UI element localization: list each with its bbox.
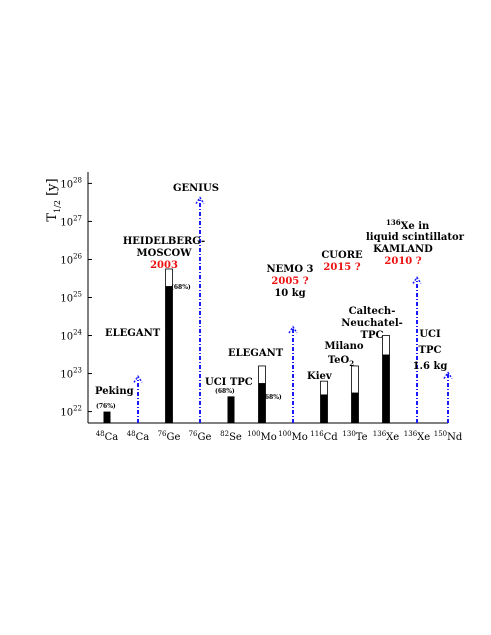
liquid-scintillator-label: liquid scintillator: [366, 232, 465, 243]
uci-tpc-se-label: UCI TPC: [205, 377, 253, 388]
x-tick-label: 100Mo: [247, 430, 277, 443]
teo2-label: TeO2: [328, 355, 354, 368]
ge-cl: (68%): [171, 284, 191, 291]
bar-measured: [320, 394, 328, 423]
y-ticks: 1022 1023 1024 1025 1026 1027 1028: [60, 176, 92, 419]
xe-in-label: 136Xe in: [386, 218, 430, 232]
bar-measured: [103, 411, 111, 423]
kiev-label: Kiev: [307, 371, 333, 382]
annotations: Peking (76%) ELEGANT GENIUS HEIDELBERG- …: [95, 183, 465, 410]
y-tick-label: 1023: [60, 367, 82, 381]
y-tick-label: 1028: [60, 176, 82, 190]
elegant-mo-label: ELEGANT: [228, 348, 284, 359]
x-tick-label: 48Ca: [127, 430, 150, 443]
bar-measured: [258, 383, 266, 423]
hm-year: 2003: [150, 260, 178, 271]
cuore-label: CUORE: [321, 250, 363, 261]
milano-label: Milano: [324, 341, 363, 352]
x-tick-label: 116Cd: [310, 430, 338, 443]
nemo-year: 2005 ?: [271, 276, 308, 287]
bar-measured: [165, 286, 173, 423]
y-tick-label: 1025: [60, 291, 82, 305]
mo-cl: (68%): [262, 394, 282, 401]
elegant-ca-label: ELEGANT: [105, 328, 161, 339]
y-axis-title: T1/2 [y]: [45, 178, 62, 221]
kamland-year: 2010 ?: [384, 256, 421, 267]
y-tick-label: 1026: [60, 252, 82, 266]
x-tick-label: 82Se: [220, 430, 242, 443]
peking-cl: (76%): [96, 403, 116, 410]
projected-arrowhead: [195, 196, 205, 205]
bar-measured: [227, 396, 235, 423]
bar-measured: [382, 354, 390, 423]
caltech-label: Caltech-: [349, 306, 396, 317]
caltech-tpc-label: TPC: [361, 330, 384, 341]
peking-label: Peking: [95, 386, 134, 397]
x-tick-label: 76Ge: [158, 430, 181, 443]
projected-arrowhead: [443, 371, 453, 379]
nemo-mass: 10 kg: [274, 288, 305, 299]
x-tick-label: 136Xe: [373, 430, 399, 443]
x-tick-label: 76Ge: [189, 430, 212, 443]
nd-tpc-label: TPC: [419, 345, 442, 356]
moscow-label: MOSCOW: [137, 248, 193, 259]
uci-label: UCI: [419, 329, 441, 340]
svg-text:T1/2 [y]: T1/2 [y]: [45, 178, 62, 221]
y-tick-label: 1024: [60, 329, 82, 343]
x-tick-label: 136Xe: [404, 430, 430, 443]
heidelberg-label: HEIDELBERG-: [123, 236, 205, 247]
y-tick-label: 1022: [60, 405, 82, 419]
x-tick-label: 100Mo: [278, 430, 308, 443]
x-tick-label: 130Te: [342, 430, 367, 443]
x-tick-label: 48Ca: [96, 430, 119, 443]
y-tick-label: 1027: [60, 214, 82, 228]
nd-mass-label: 1.6 kg: [413, 361, 448, 372]
projected-arrowhead: [133, 375, 143, 383]
projected-arrowhead: [288, 325, 298, 334]
kamland-label: KAMLAND: [373, 244, 433, 255]
genius-label: GENIUS: [173, 183, 219, 194]
projected-arrowhead: [412, 276, 422, 284]
cuore-year: 2015 ?: [323, 262, 360, 273]
se-cl: (68%): [215, 388, 235, 395]
x-tick-label: 150Nd: [434, 430, 463, 443]
neuchatel-label: Neuchatel-: [341, 318, 403, 329]
bar-measured: [351, 392, 359, 423]
nemo-label: NEMO 3: [267, 264, 314, 275]
x-ticks: 48Ca 48Ca 76Ge 76Ge 82Se 100Mo 100Mo 116Cd 130Te…: [96, 430, 463, 443]
bars: [103, 196, 453, 424]
